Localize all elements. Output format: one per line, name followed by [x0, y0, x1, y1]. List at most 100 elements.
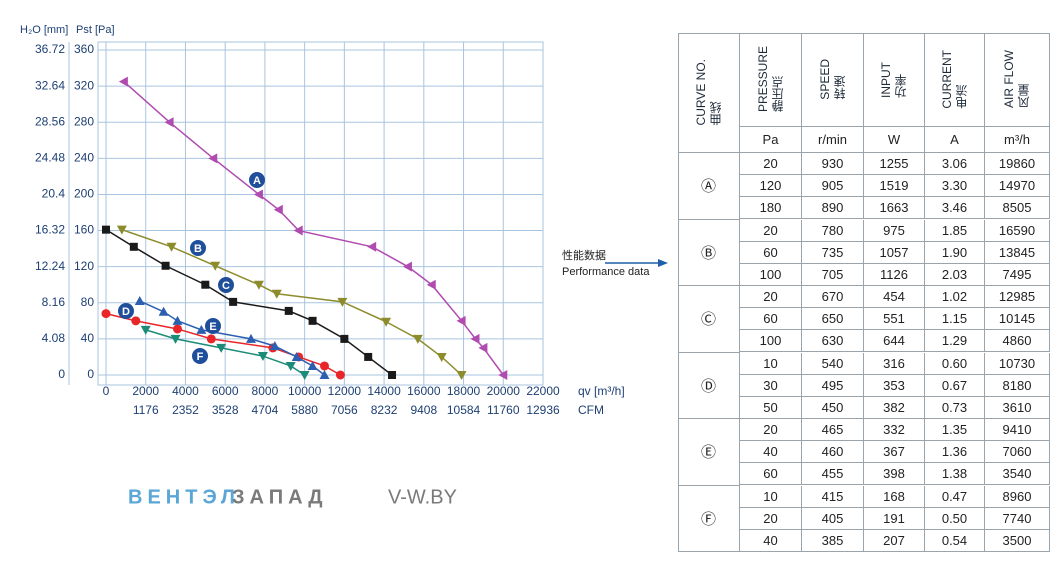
- data-cell: 650: [802, 308, 864, 331]
- logo-site: V-W.BY: [388, 486, 457, 508]
- data-cell: 1.38: [925, 463, 985, 486]
- data-cell: 7740: [985, 507, 1050, 530]
- series-line: [121, 228, 463, 376]
- cell-value: 60: [763, 466, 778, 482]
- data-cell: 13845: [985, 241, 1050, 264]
- x-tick-label: 4000: [172, 384, 199, 398]
- cell-value: 1.02: [941, 289, 968, 305]
- data-cell: 367: [864, 441, 925, 464]
- marker: [101, 309, 111, 319]
- data-cell: 4860: [985, 330, 1050, 353]
- marker: [257, 352, 268, 362]
- x2-axis-label: CFM: [578, 403, 604, 417]
- data-cell: 100: [740, 263, 802, 286]
- marker: [229, 297, 238, 306]
- marker: [337, 297, 348, 307]
- data-cell: 382: [864, 396, 925, 419]
- x-tick-label: 18000: [447, 384, 481, 398]
- cell-value: 19860: [998, 156, 1036, 172]
- data-cell: 3.30: [925, 175, 985, 198]
- curve-label-badge: [205, 318, 221, 334]
- data-cell: 0.67: [925, 374, 985, 397]
- header-unit: Pa: [762, 132, 779, 147]
- cell-value: 10: [763, 355, 778, 371]
- data-cell: 1.15: [925, 308, 985, 331]
- data-cell: 385: [802, 529, 864, 552]
- cell-value: 3500: [1002, 532, 1032, 548]
- cell-value: 382: [883, 399, 905, 415]
- header-cell: AIR FLOW 风量: [985, 33, 1050, 127]
- data-cell: 50: [740, 396, 802, 419]
- cell-value: 644: [883, 333, 905, 349]
- marker: [426, 279, 436, 290]
- header-unit: m³/h: [1004, 132, 1030, 147]
- cell-value: 50: [763, 399, 778, 415]
- marker: [478, 342, 488, 353]
- curve-cell: Ⓒ: [678, 286, 740, 353]
- data-cell: 905: [802, 175, 864, 198]
- cell-value: 12985: [998, 289, 1036, 305]
- data-cell: 316: [864, 352, 925, 375]
- cell-value: 1255: [879, 156, 909, 172]
- cell-value: 20: [763, 156, 778, 172]
- curve-symbol: Ⓑ: [700, 244, 716, 262]
- curve-symbol: Ⓒ: [700, 311, 716, 329]
- cell-value: 20: [763, 222, 778, 238]
- data-cell: 450: [802, 396, 864, 419]
- x2-tick-label: 12936: [526, 403, 560, 417]
- data-cell: 465: [802, 419, 864, 442]
- curve-label-badge: [249, 172, 265, 188]
- marker: [367, 241, 377, 252]
- marker: [456, 371, 467, 380]
- cell-value: 890: [821, 200, 844, 216]
- data-cell: 3540: [985, 463, 1050, 486]
- data-cell: 1.02: [925, 286, 985, 309]
- header-text: PRESSURE 静压点: [756, 46, 786, 112]
- cell-value: 30: [763, 377, 778, 393]
- marker: [208, 153, 218, 164]
- y-tick-label: 360: [74, 42, 94, 56]
- cell-value: 455: [821, 466, 844, 482]
- marker: [498, 370, 508, 380]
- marker: [436, 352, 447, 362]
- data-cell: 3610: [985, 396, 1050, 419]
- cell-value: 2.03: [941, 266, 968, 282]
- marker: [158, 306, 169, 316]
- cell-value: 975: [883, 222, 905, 238]
- x2-tick-label: 1176: [133, 403, 159, 417]
- x-tick-label: 6000: [212, 384, 239, 398]
- cell-value: 1663: [879, 200, 909, 216]
- y2-tick-label: 8.16: [42, 295, 66, 309]
- cell-value: 40: [763, 444, 778, 460]
- cell-value: 7740: [1002, 510, 1032, 526]
- cell-value: 705: [821, 266, 844, 282]
- data-cell: 1663: [864, 197, 925, 220]
- y-tick-label: 120: [74, 259, 94, 273]
- cell-value: 13845: [998, 244, 1036, 260]
- data-cell: 1.35: [925, 419, 985, 442]
- x-tick-label: 2000: [132, 384, 159, 398]
- data-cell: 8960: [985, 485, 1050, 508]
- x-tick-label: 14000: [367, 384, 401, 398]
- header-cell: CURRENT 电流: [925, 33, 985, 127]
- cell-value: 1519: [879, 178, 909, 194]
- marker: [129, 242, 138, 251]
- x2-tick-label: 2352: [172, 403, 199, 417]
- data-cell: 10: [740, 485, 802, 508]
- x2-tick-label: 7056: [331, 403, 358, 417]
- marker: [364, 352, 373, 361]
- cell-value: 415: [821, 488, 844, 504]
- header-name: CURRENT: [939, 50, 954, 109]
- data-cell: 0.60: [925, 352, 985, 375]
- curve-cell: Ⓓ: [678, 352, 740, 419]
- annotation-en: Performance data: [562, 266, 650, 278]
- marker: [170, 334, 181, 344]
- data-cell: 2.03: [925, 263, 985, 286]
- cell-value: 353: [883, 377, 905, 393]
- x-tick-label: 22000: [526, 384, 560, 398]
- cell-value: 100: [759, 333, 782, 349]
- data-cell: 1.29: [925, 330, 985, 353]
- data-cell: 1519: [864, 175, 925, 198]
- header-text: SPEED 转速: [818, 59, 848, 100]
- marker: [293, 225, 303, 236]
